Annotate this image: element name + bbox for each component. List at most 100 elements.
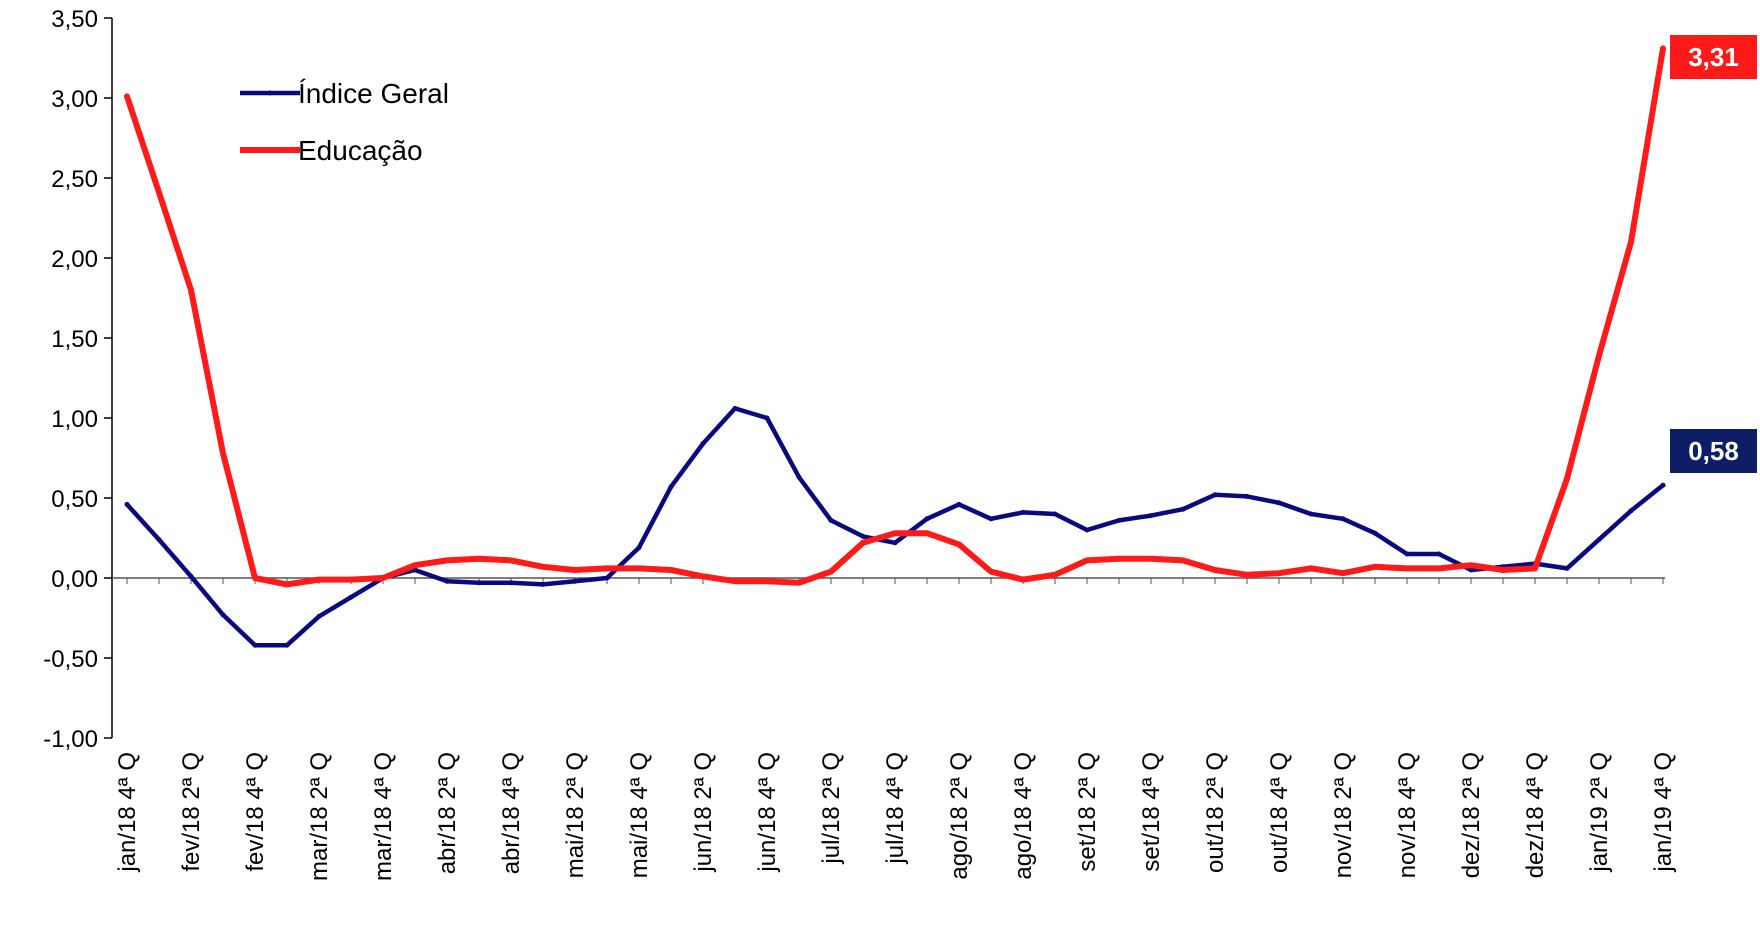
- x-axis: jan/18 4ª Q fev/18 2ª Q fev/18 4ª Q mar/18 …: [112, 577, 1677, 881]
- series-indice-geral-point: [1180, 506, 1186, 512]
- x-tick-label-group: jun/18 4ª Q: [754, 752, 781, 873]
- x-tick-label: abr/18 2ª Q: [434, 752, 461, 874]
- series-indice-geral-point: [316, 613, 322, 619]
- x-tick-label: jan/18 4ª Q: [114, 752, 141, 873]
- x-tick-label-group: set/18 2ª Q: [1074, 752, 1101, 872]
- series-indice-geral-point: [1372, 530, 1378, 536]
- x-tick-label-group: ago/18 4ª Q: [1010, 752, 1037, 880]
- x-tick-label: set/18 2ª Q: [1074, 752, 1101, 872]
- y-axis: -1,00 -0,50 0,00 0,50 1,00 1,50 2,00 2,50 3,00 3,…: [43, 6, 113, 753]
- y-tick-label: 1,50: [51, 326, 98, 353]
- series-indice-geral-point: [348, 594, 354, 600]
- series-indice-geral-point: [1212, 492, 1218, 498]
- series-indice-geral-point: [988, 516, 994, 522]
- x-tick-label-group: nov/18 2ª Q: [1330, 752, 1357, 878]
- series-indice-geral-point: [1084, 527, 1090, 533]
- x-tick-label: set/18 4ª Q: [1138, 752, 1165, 872]
- x-tick-label: nov/18 4ª Q: [1394, 752, 1421, 878]
- series-indice-geral-point: [540, 581, 546, 587]
- y-tick-label: 3,50: [51, 6, 98, 33]
- series-indice-geral-point: [1020, 509, 1026, 515]
- series-indice-geral-point: [700, 441, 706, 447]
- x-tick-label: out/18 2ª Q: [1202, 752, 1229, 873]
- series-indice-geral-point: [924, 516, 930, 522]
- series-indice-geral-point: [828, 517, 834, 523]
- x-tick-label-group: out/18 2ª Q: [1202, 752, 1229, 873]
- series-indice-geral-point: [668, 484, 674, 490]
- series-indice-geral-point: [1436, 551, 1442, 557]
- legend-label: Índice Geral: [298, 78, 449, 109]
- end-label-text: 0,58: [1688, 436, 1739, 466]
- x-tick-label-group: dez/18 2ª Q: [1458, 752, 1485, 878]
- x-tick-label-group: jan/18 4ª Q: [114, 752, 141, 873]
- x-tick-label-group: abr/18 2ª Q: [434, 752, 461, 874]
- x-tick-label: jul/18 4ª Q: [882, 752, 909, 865]
- x-tick-label: ago/18 4ª Q: [1010, 752, 1037, 880]
- y-tick-label: 0,50: [51, 486, 98, 513]
- series-indice-geral-point: [956, 501, 962, 507]
- series-indice-geral-point: [220, 612, 226, 618]
- legend-marker: [267, 90, 273, 96]
- x-tick-label: mar/18 4ª Q: [370, 752, 397, 881]
- y-tick-label: -1,00: [43, 726, 98, 753]
- y-tick-label: 3,00: [51, 86, 98, 113]
- x-tick-label-group: jul/18 4ª Q: [882, 752, 909, 865]
- x-tick-label-group: mar/18 4ª Q: [370, 752, 397, 881]
- end-label-box-educacao: [1670, 35, 1757, 79]
- series-indice-geral-point: [1628, 508, 1634, 514]
- x-tick-label-group: jun/18 2ª Q: [690, 752, 717, 873]
- x-tick-label-group: jul/18 2ª Q: [818, 752, 845, 865]
- x-tick-label: jul/18 2ª Q: [818, 752, 845, 865]
- series-indice-geral-point: [636, 545, 642, 551]
- series-indice-geral-point: [124, 501, 130, 507]
- series-indice-geral-point: [444, 578, 450, 584]
- series-indice-geral-point: [1244, 493, 1250, 499]
- series-indice-geral-point: [796, 474, 802, 480]
- x-tick-label-group: mai/18 2ª Q: [562, 752, 589, 878]
- x-tick-label: nov/18 2ª Q: [1330, 752, 1357, 878]
- y-tick-label: 1,00: [51, 406, 98, 433]
- x-tick-label: mar/18 2ª Q: [306, 752, 333, 881]
- series-layer: [124, 45, 1666, 648]
- series-indice-geral-point: [1340, 516, 1346, 522]
- x-tick-label-group: jan/19 4ª Q: [1650, 752, 1677, 873]
- end-label-box-indice-geral: [1670, 429, 1757, 473]
- x-tick-label: jan/19 2ª Q: [1586, 752, 1613, 873]
- x-tick-label-group: nov/18 4ª Q: [1394, 752, 1421, 878]
- x-tick-label-group: fev/18 2ª Q: [178, 752, 205, 872]
- series-indice-geral-point: [1660, 482, 1666, 488]
- legend: Índice Geral Educação: [240, 78, 449, 166]
- series-indice-geral-point: [860, 533, 866, 539]
- legend-label: Educação: [298, 135, 423, 166]
- series-educacao-line: [124, 45, 1666, 588]
- x-tick-label: jun/18 4ª Q: [754, 752, 781, 873]
- series-indice-geral-point: [1276, 500, 1282, 506]
- x-tick-label: abr/18 4ª Q: [498, 752, 525, 874]
- x-tick-label-group: mar/18 2ª Q: [306, 752, 333, 881]
- series-indice-geral-point: [892, 540, 898, 546]
- x-tick-label-group: out/18 4ª Q: [1266, 752, 1293, 873]
- series-indice-geral-point: [732, 405, 738, 411]
- y-tick-label: 2,50: [51, 166, 98, 193]
- y-tick-label: 0,00: [51, 566, 98, 593]
- x-tick-label: dez/18 4ª Q: [1522, 752, 1549, 878]
- series-indice-geral-point: [1468, 567, 1474, 573]
- x-tick-label-group: mai/18 4ª Q: [626, 752, 653, 878]
- series-indice-geral-line: [124, 406, 1666, 648]
- end-label-text: 3,31: [1688, 42, 1739, 72]
- series-indice-geral-point: [476, 580, 482, 586]
- series-indice-geral-point: [1116, 517, 1122, 523]
- x-tick-label-group: jan/19 2ª Q: [1586, 752, 1613, 873]
- x-tick-label-group: fev/18 4ª Q: [242, 752, 269, 872]
- x-tick-label: mai/18 4ª Q: [626, 752, 653, 878]
- series-indice-geral-point: [1564, 565, 1570, 571]
- x-tick-label: ago/18 2ª Q: [946, 752, 973, 880]
- end-labels: 0,58 3,31: [1670, 35, 1757, 473]
- x-tick-label: dez/18 2ª Q: [1458, 752, 1485, 878]
- x-tick-label-group: ago/18 2ª Q: [946, 752, 973, 880]
- series-indice-geral-point: [1148, 513, 1154, 519]
- series-indice-geral-point: [1596, 537, 1602, 543]
- y-tick-label: -0,50: [43, 646, 98, 673]
- series-indice-geral-point: [572, 578, 578, 584]
